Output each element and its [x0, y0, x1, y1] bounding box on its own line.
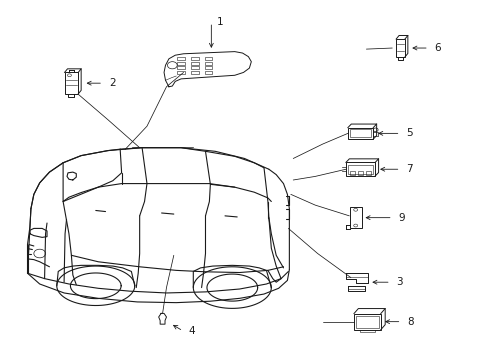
Bar: [177, 57, 184, 60]
Bar: [349, 130, 370, 137]
Bar: [177, 62, 184, 64]
Text: 2: 2: [109, 78, 115, 88]
Text: 1: 1: [217, 17, 224, 27]
Bar: [355, 316, 378, 328]
Bar: [190, 71, 198, 74]
Bar: [64, 72, 78, 94]
Text: 4: 4: [188, 326, 195, 336]
Bar: [347, 128, 372, 139]
Bar: [349, 207, 361, 228]
Bar: [204, 71, 212, 74]
Bar: [177, 66, 184, 69]
Bar: [190, 62, 198, 64]
Bar: [349, 171, 354, 175]
Bar: [204, 62, 212, 64]
Bar: [190, 57, 198, 60]
Bar: [190, 66, 198, 69]
Bar: [204, 66, 212, 69]
Bar: [395, 39, 404, 57]
Bar: [365, 171, 370, 175]
Bar: [177, 71, 184, 74]
Bar: [345, 162, 374, 176]
Text: 5: 5: [406, 129, 412, 138]
Bar: [204, 57, 212, 60]
Bar: [347, 165, 372, 174]
Text: 7: 7: [406, 164, 412, 174]
Bar: [357, 171, 362, 175]
Bar: [353, 314, 380, 330]
Text: 6: 6: [434, 43, 440, 53]
Text: 8: 8: [407, 317, 413, 327]
Text: 9: 9: [398, 213, 405, 222]
Text: 3: 3: [396, 277, 403, 287]
